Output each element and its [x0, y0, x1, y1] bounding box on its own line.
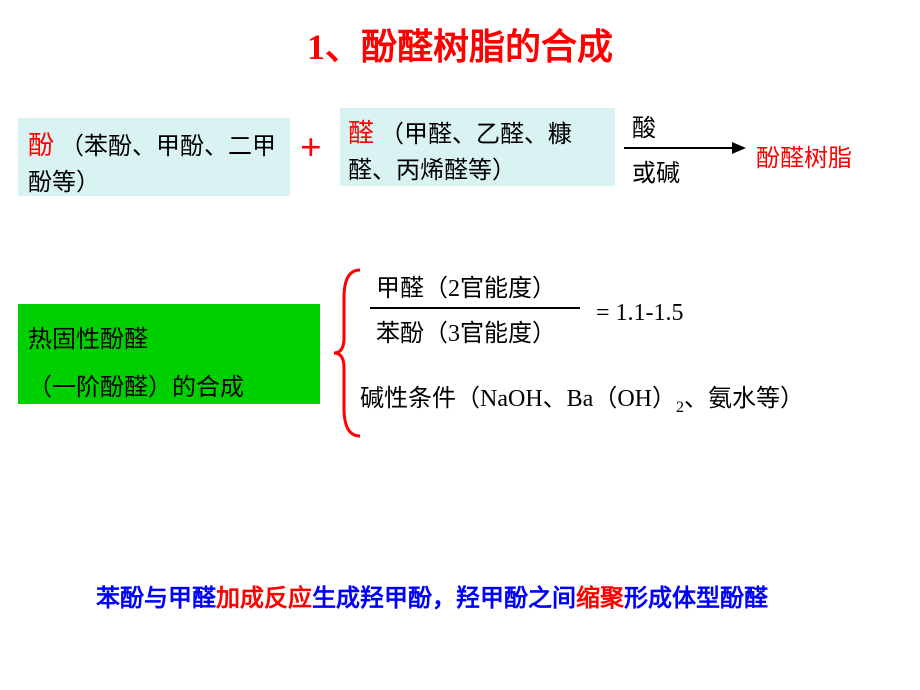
cond-naoh: NaOH — [480, 386, 543, 412]
thermoset-line2: （一阶酚醛）的合成 — [28, 364, 310, 412]
cond-sep2: 、 — [684, 386, 708, 412]
cond-ba: Ba — [567, 386, 594, 412]
thermoset-box: 热固性酚醛 （一阶酚醛）的合成 — [18, 304, 320, 404]
fraction-denominator: 苯酚（3官能度） — [370, 313, 580, 348]
num-name: 甲醛（ — [376, 276, 448, 302]
sum-p1: 苯酚与甲醛 — [96, 586, 216, 612]
title-sep: 、 — [325, 27, 361, 67]
den-name: 苯酚（ — [376, 321, 448, 347]
ratio-value: = 1.1-1.5 — [596, 300, 684, 327]
aldehyde-examples: （甲醛、乙醛、糠醛、丙烯醛等） — [348, 122, 572, 184]
num-f: 2 — [448, 276, 460, 302]
arrow-line-icon — [624, 147, 744, 149]
sum-p4: 缩聚 — [576, 586, 624, 612]
page-title: 1、酚醛树脂的合成 — [0, 0, 920, 70]
ratio-fraction: 甲醛（2官能度） 苯酚（3官能度） — [370, 268, 580, 348]
num-tail: 官能度） — [460, 276, 556, 302]
fraction-numerator: 甲醛（2官能度） — [370, 268, 580, 303]
cond-sep1: 、 — [543, 386, 567, 412]
cond-c: 氨水等） — [708, 386, 804, 412]
curly-bracket-icon — [330, 268, 364, 438]
condition-line: 碱性条件（NaOH、Ba（OH）2、氨水等） — [360, 380, 840, 420]
summary-text: 苯酚与甲醛加成反应生成羟甲酚，羟甲酚之间缩聚形成体型酚醛 — [48, 580, 878, 618]
aldehyde-key: 醛 — [348, 119, 374, 148]
aldehyde-box: 醛 （甲醛、乙醛、糠醛、丙烯醛等） — [340, 108, 615, 186]
title-text: 酚醛树脂的合成 — [361, 27, 613, 67]
synthesis-row: 热固性酚醛 （一阶酚醛）的合成 甲醛（2官能度） 苯酚（3官能度） = 1.1-… — [0, 268, 920, 468]
arrow-top-label: 酸 — [632, 108, 744, 143]
title-number: 1 — [307, 27, 325, 67]
thermoset-line1: 热固性酚醛 — [28, 316, 310, 364]
den-tail: 官能度） — [460, 321, 556, 347]
plus-sign: + — [300, 126, 322, 170]
arrow-bottom-label: 或碱 — [632, 153, 744, 188]
phenol-key: 酚 — [28, 131, 54, 160]
den-f: 3 — [448, 321, 460, 347]
phenol-examples: （苯酚、甲酚、二甲酚等） — [28, 134, 276, 196]
sum-p2: 加成反应 — [216, 586, 312, 612]
product-label: 酚醛树脂 — [756, 138, 852, 173]
reaction-arrow: 酸 或碱 — [624, 108, 744, 188]
cond-pre: 碱性条件（ — [360, 386, 480, 412]
cond-sub: 2 — [676, 399, 684, 416]
cond-oh: （OH） — [593, 386, 676, 412]
fraction-line-icon — [370, 307, 580, 309]
sum-p3: 生成羟甲酚，羟甲酚之间 — [312, 586, 576, 612]
sum-p5: 形成体型酚醛 — [624, 586, 768, 612]
phenol-box: 酚 （苯酚、甲酚、二甲酚等） — [18, 118, 290, 196]
reaction-row: 酚 （苯酚、甲酚、二甲酚等） + 醛 （甲醛、乙醛、糠醛、丙烯醛等） 酸 或碱 … — [0, 108, 920, 218]
